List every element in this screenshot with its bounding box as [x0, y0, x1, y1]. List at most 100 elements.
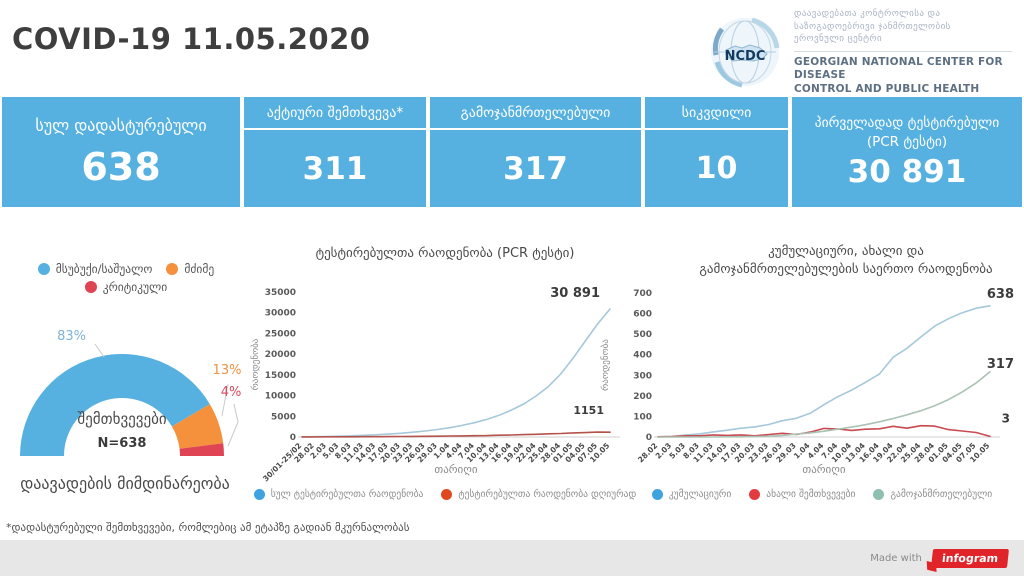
legend-item: სულ ტესტირებულთა რაოდენობა	[253, 489, 423, 500]
stat-label: სულ დადასტურებული	[35, 115, 207, 135]
logo-text-block: დაავადებათა კონტროლისა და საზოგადოებრივი…	[794, 8, 1012, 97]
series-line	[657, 424, 991, 438]
legend-dot-icon	[84, 281, 97, 293]
legend-dot-icon	[873, 489, 885, 500]
chart-title: კუმულაციური, ახალი და	[768, 244, 924, 259]
y-tick-label: 700	[633, 289, 652, 299]
globe-arc	[712, 27, 725, 56]
gauge-pct-label: 13%	[213, 363, 242, 378]
y-tick-label: 30000	[265, 309, 296, 319]
legend-item: კრიტიკული	[84, 280, 168, 294]
legend-dot-icon	[253, 489, 265, 500]
cumulative-legend: კუმულაციური ახალი შემთხვევები გამოჯანმრთელ…	[620, 489, 1024, 500]
series-line	[301, 308, 611, 438]
stat-card-deaths: სიკვდილი 10	[645, 97, 788, 207]
series-line	[657, 305, 991, 438]
legend-label: გამოჯანმრთელებული	[890, 489, 993, 500]
series-line	[657, 371, 991, 438]
stat-label: სიკვდილი	[645, 97, 788, 130]
y-tick-label: 200	[633, 392, 652, 402]
x-axis-label: თარიღი	[802, 463, 845, 476]
chart-title: ტესტირებულთა რაოდენობა (PCR ტესტი)	[316, 246, 575, 261]
footer-bar: Made with infogram	[0, 540, 1024, 576]
stat-label: გამოჯანმრთელებული	[430, 97, 641, 130]
gauge-pct-label: 83%	[57, 329, 86, 344]
legend-item: კუმულაციური	[651, 489, 731, 500]
stat-cards-row: სულ დადასტურებული 638 აქტიური შემთხვევა*…	[2, 97, 1022, 207]
stat-value: 317	[503, 150, 568, 187]
pcr-tests-legend: სულ ტესტირებულთა რაოდენობა ტესტირებულთა რ…	[250, 489, 640, 500]
header: COVID-19 11.05.2020 NCDC დაავადებათა კონ…	[0, 0, 1024, 96]
x-axis-label: თარიღი	[434, 463, 477, 476]
gauge-chart-title: დაავადების მიმდინარეობა	[20, 474, 230, 493]
y-tick-label: 500	[633, 330, 652, 340]
gauge-center-label: შემთხვევები	[77, 410, 166, 428]
series-end-label: 30 891	[550, 286, 600, 301]
page-title: COVID-19 11.05.2020	[12, 22, 371, 56]
footnote: *დადასტურებული შემთხვევები, რომლებიც ამ …	[6, 521, 410, 534]
stat-card-recovered: გამოჯანმრთელებული 317	[430, 97, 641, 207]
stat-label: პირველადად ტესტირებული (PCR ტესტი)	[792, 114, 1022, 150]
ncdc-logo: NCDC დაავადებათა კონტროლისა და საზოგადოე…	[708, 8, 1012, 97]
globe-arc	[714, 61, 743, 88]
stat-card-total-confirmed: სულ დადასტურებული 638	[2, 97, 240, 207]
org-name-ka: საზოგადოებრივი ჯანმრთელობის	[794, 21, 951, 32]
y-tick-label: 10000	[265, 392, 296, 402]
ncdc-acronym: NCDC	[725, 49, 766, 64]
globe-arc	[751, 17, 780, 49]
logo-divider	[794, 50, 1012, 52]
legend-item: მძიმე	[166, 262, 214, 276]
stat-value: 10	[695, 151, 738, 186]
y-tick-label: 25000	[265, 329, 296, 339]
leader-line	[221, 383, 229, 417]
legend-label: ტესტირებულთა რაოდენობა დღიურად	[458, 489, 637, 500]
legend-item: ახალი შემთხვევები	[749, 489, 855, 500]
legend-label: მსუბუქი/საშუალო	[55, 262, 153, 276]
y-axis-label: რაოდენობა	[600, 339, 611, 391]
legend-dot-icon	[37, 263, 50, 275]
georgia-map-shape	[725, 44, 768, 62]
ncdc-globe-icon: NCDC	[711, 17, 780, 88]
legend-label: მძიმე	[184, 262, 215, 276]
y-tick-label: 400	[633, 351, 652, 361]
stat-label: აქტიური შემთხვევა*	[244, 97, 426, 130]
series-end-label: 1151	[573, 404, 604, 417]
legend-item: გამოჯანმრთელებული	[873, 489, 992, 500]
chart-title: გამოჯანმრთელებულების საერთო რაოდენობა	[699, 262, 992, 277]
gauge-legend: მსუბუქი/საშუალო მძიმე კრიტიკული	[8, 262, 244, 294]
gauge-slice	[20, 353, 210, 456]
legend-label: კრიტიკული	[102, 280, 168, 294]
stat-card-tested: პირველადად ტესტირებული (PCR ტესტი) 30 891	[792, 97, 1022, 207]
cumulative-chart: კუმულაციური, ახალი და გამოჯანმრთელებულები…	[600, 244, 1014, 476]
y-tick-label: 0	[290, 433, 296, 443]
gauge-pct-label: 4%	[221, 385, 242, 400]
stat-label-line2: (PCR ტესტი)	[866, 133, 948, 150]
made-with-label: Made with	[870, 552, 922, 564]
stat-card-active: აქტიური შემთხვევა* 311	[244, 97, 426, 207]
y-tick-label: 600	[633, 310, 652, 320]
stat-value: 311	[302, 150, 368, 187]
y-tick-label: 100	[633, 412, 652, 422]
legend-dot-icon	[651, 489, 663, 500]
org-name-en: CONTROL AND PUBLIC HEALTH	[794, 83, 980, 96]
infogram-badge[interactable]: infogram	[930, 548, 1009, 568]
series-end-label: 638	[987, 287, 1014, 302]
legend-dot-icon	[441, 489, 453, 500]
y-tick-label: 5000	[271, 412, 296, 422]
legend-dot-icon	[166, 263, 179, 275]
stat-label-line1: პირველადად ტესტირებული	[814, 115, 1000, 132]
org-name-ka: დაავადებათა კონტროლისა და	[794, 9, 941, 19]
leader-line	[227, 403, 239, 447]
series-line	[301, 431, 611, 438]
org-name-ka: ეროვნული ცენტრი	[794, 34, 883, 45]
y-tick-label: 20000	[265, 350, 296, 360]
gauge-slice	[171, 404, 224, 449]
gauge-center-sublabel: N=638	[98, 436, 147, 451]
disease-course-gauge: 83% 13% 4% შემთხვევები N=638	[20, 329, 242, 456]
y-tick-label: 0	[646, 433, 652, 443]
y-tick-label: 15000	[265, 371, 296, 381]
pcr-tests-chart: ტესტირებულთა რაოდენობა (PCR ტესტი) 0 5000 1…	[250, 246, 620, 483]
leader-line	[94, 343, 105, 358]
legend-label: ახალი შემთხვევები	[766, 489, 856, 500]
